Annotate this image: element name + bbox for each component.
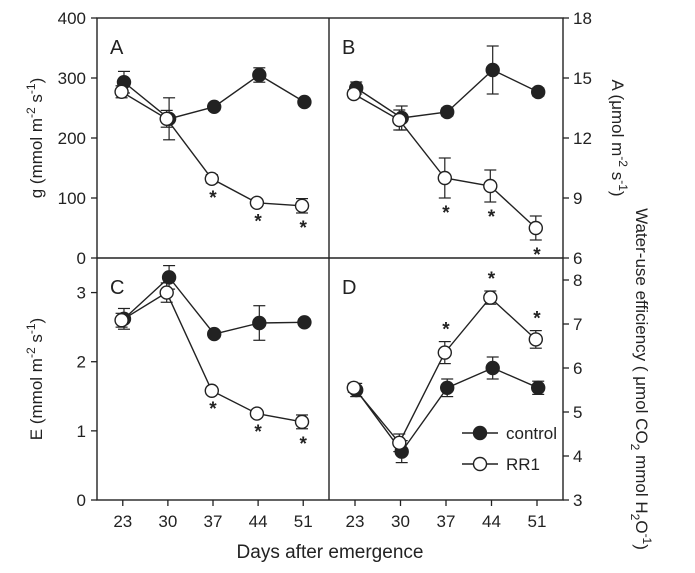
y-tick-label-a: 200	[58, 129, 86, 148]
series-line-c-control	[123, 276, 305, 335]
panel-letter-a: A	[110, 37, 124, 59]
data-point-a-control	[252, 67, 267, 83]
data-point-b-rr1	[346, 86, 361, 102]
y-tick-label-d: 7	[573, 315, 582, 334]
y-tick-label-a: 300	[58, 69, 86, 88]
data-point-a-rr1	[159, 111, 174, 127]
significance-star-b: *	[442, 203, 450, 224]
significance-star-d: *	[533, 309, 541, 330]
significance-star-d: *	[488, 269, 496, 290]
y-tick-label-b: 12	[573, 129, 592, 148]
data-point-c-rr1	[294, 414, 310, 430]
y-tick-label-a: 400	[58, 9, 86, 28]
panel-frames	[91, 17, 569, 506]
data-point-b-rr1	[437, 170, 452, 186]
data-point-b-rr1	[392, 112, 407, 128]
y-axis-title-c: E (mmol m-2​ s-1​)	[24, 318, 46, 440]
data-point-d-control	[485, 360, 500, 376]
significance-star-a: *	[300, 218, 308, 239]
data-point-c-control	[252, 315, 267, 331]
y-tick-label-b: 9	[573, 189, 582, 208]
y-tick-label-a: 0	[77, 249, 86, 268]
y-axis-title-a: g (mmol m-2​ s-1​)	[24, 78, 46, 199]
x-tick-label-d: 23	[346, 512, 365, 531]
legend-marker-rr1	[472, 456, 488, 472]
y-tick-label-d: 4	[573, 447, 582, 466]
data-point-b-rr1	[528, 220, 543, 236]
y-tick-label-c: 1	[77, 422, 86, 441]
legend-marker-control	[472, 425, 488, 441]
data-point-a-rr1	[249, 195, 265, 211]
significance-star-b: *	[533, 245, 541, 266]
y-axis-title-b: A (μmol m-2​ s-1​)	[608, 79, 630, 196]
y-tick-label-a: 100	[58, 189, 86, 208]
data-point-b-control	[440, 104, 455, 120]
data-point-d-control	[440, 380, 455, 395]
y-tick-label-c: 3	[77, 284, 86, 303]
data-point-a-control	[206, 99, 222, 115]
y-tick-label-c: 2	[77, 353, 86, 372]
data-point-c-control	[297, 315, 312, 330]
data-point-b-control	[531, 84, 546, 100]
y-tick-label-d: 5	[573, 403, 582, 422]
y-tick-label-c: 0	[77, 491, 86, 510]
data-point-d-rr1	[392, 435, 407, 450]
legend-label-rr1: RR1	[506, 455, 540, 474]
data-point-d-rr1	[437, 345, 452, 360]
y-tick-label-d: 8	[573, 271, 582, 290]
significance-star-c: *	[209, 399, 217, 420]
significance-star-c: *	[300, 434, 308, 455]
significance-star-b: *	[488, 207, 496, 228]
significance-star-d: *	[442, 320, 450, 341]
x-tick-label-c: 30	[158, 512, 177, 531]
x-tick-label-d: 37	[437, 512, 456, 531]
x-tick-label-c: 44	[249, 512, 268, 531]
data-point-d-control	[531, 380, 546, 395]
panel-letter-c: C	[110, 277, 124, 299]
significance-star-a: *	[209, 188, 217, 209]
panel-letter-d: D	[342, 277, 356, 299]
chart-marks	[114, 45, 546, 464]
figure-frame	[96, 17, 564, 501]
data-point-d-rr1	[528, 332, 543, 347]
data-point-c-control	[206, 326, 222, 342]
x-tick-label-d: 30	[391, 512, 410, 531]
data-point-b-control	[485, 62, 500, 78]
x-tick-label-d: 51	[528, 512, 547, 531]
significance-star-c: *	[254, 422, 262, 443]
y-tick-label-b: 6	[573, 249, 582, 268]
x-tick-label-c: 37	[204, 512, 223, 531]
y-tick-label-b: 15	[573, 69, 592, 88]
x-tick-label-c: 51	[294, 512, 313, 531]
data-point-a-rr1	[204, 171, 220, 187]
y-tick-label-b: 18	[573, 9, 592, 28]
data-point-c-control	[161, 270, 177, 285]
data-point-c-rr1	[159, 285, 174, 300]
x-tick-label-d: 44	[482, 512, 501, 531]
data-point-c-rr1	[249, 406, 265, 421]
data-point-a-rr1	[294, 198, 310, 214]
significance-star-a: *	[254, 211, 262, 232]
data-point-c-rr1	[114, 313, 129, 328]
y-axis-title-d: Water-use efficiency ( μmol CO2​ mmol H2…	[628, 208, 654, 550]
data-point-d-rr1	[346, 380, 361, 395]
data-point-d-rr1	[483, 290, 498, 305]
x-tick-label-c: 23	[113, 512, 132, 531]
data-point-a-rr1	[114, 84, 129, 100]
y-tick-label-d: 3	[573, 491, 582, 510]
x-axis-title: Days after emergence	[237, 542, 424, 563]
legend-label-control: control	[506, 424, 557, 443]
data-point-a-control	[297, 94, 312, 110]
data-point-b-rr1	[483, 178, 498, 194]
data-point-c-rr1	[204, 383, 220, 398]
panel-letter-b: B	[342, 37, 355, 59]
y-tick-label-d: 6	[573, 359, 582, 378]
